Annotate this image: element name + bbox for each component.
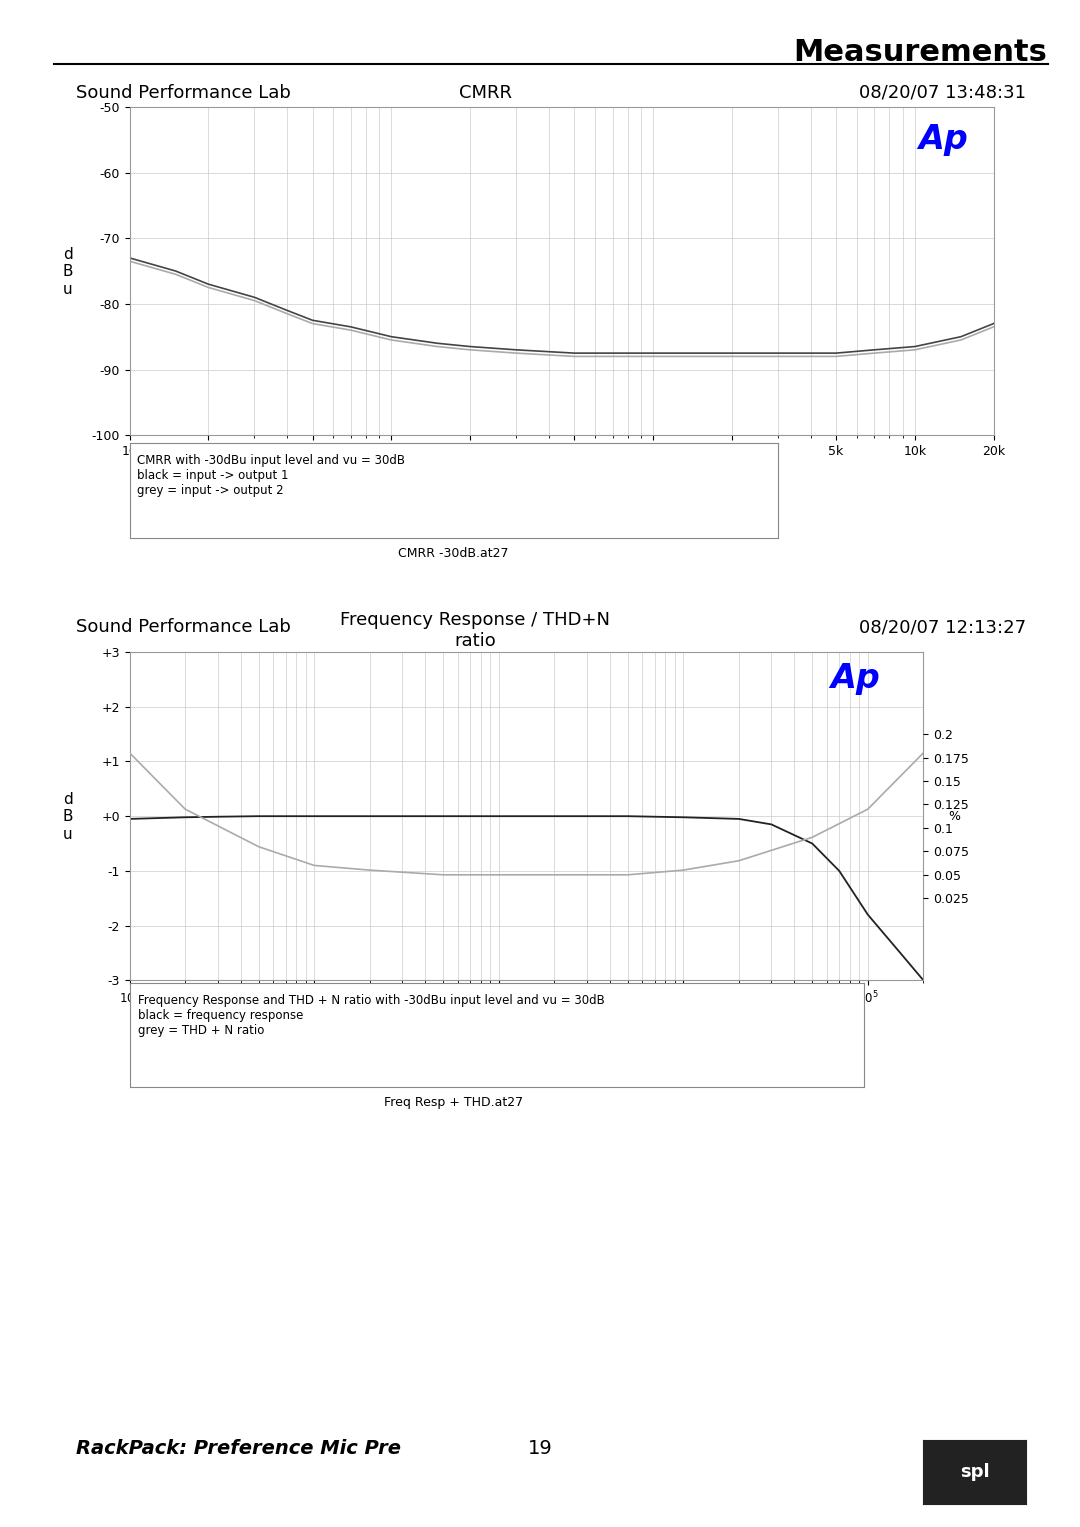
Text: 08/20/07 12:13:27: 08/20/07 12:13:27 — [859, 618, 1026, 637]
Text: Ap: Ap — [918, 124, 968, 156]
Text: 19: 19 — [528, 1440, 552, 1458]
X-axis label: Hz: Hz — [553, 464, 570, 478]
Text: RackPack: Preference Mic Pre: RackPack: Preference Mic Pre — [76, 1440, 401, 1458]
Text: d
B
u: d B u — [63, 247, 73, 296]
Text: Freq Resp + THD.at27: Freq Resp + THD.at27 — [384, 1096, 523, 1110]
Text: CMRR -30dB.at27: CMRR -30dB.at27 — [399, 547, 509, 560]
Text: CMRR: CMRR — [459, 84, 513, 102]
Text: Ap: Ap — [831, 661, 880, 695]
Text: d
B
u: d B u — [63, 793, 73, 841]
Text: 08/20/07 13:48:31: 08/20/07 13:48:31 — [859, 84, 1026, 102]
X-axis label: Hz: Hz — [517, 1012, 536, 1026]
Text: spl: spl — [960, 1463, 989, 1481]
Text: Sound Performance Lab: Sound Performance Lab — [76, 84, 291, 102]
Text: CMRR with -30dBu input level and vu = 30dB
black = input -> output 1
grey = inpu: CMRR with -30dBu input level and vu = 30… — [137, 454, 405, 498]
Text: Frequency Response and THD + N ratio with -30dBu input level and vu = 30dB
black: Frequency Response and THD + N ratio wit… — [138, 994, 605, 1037]
Text: Frequency Response / THD+N
ratio: Frequency Response / THD+N ratio — [340, 611, 610, 649]
Text: Sound Performance Lab: Sound Performance Lab — [76, 618, 291, 637]
Text: Measurements: Measurements — [794, 38, 1048, 67]
Text: %: % — [948, 811, 960, 823]
